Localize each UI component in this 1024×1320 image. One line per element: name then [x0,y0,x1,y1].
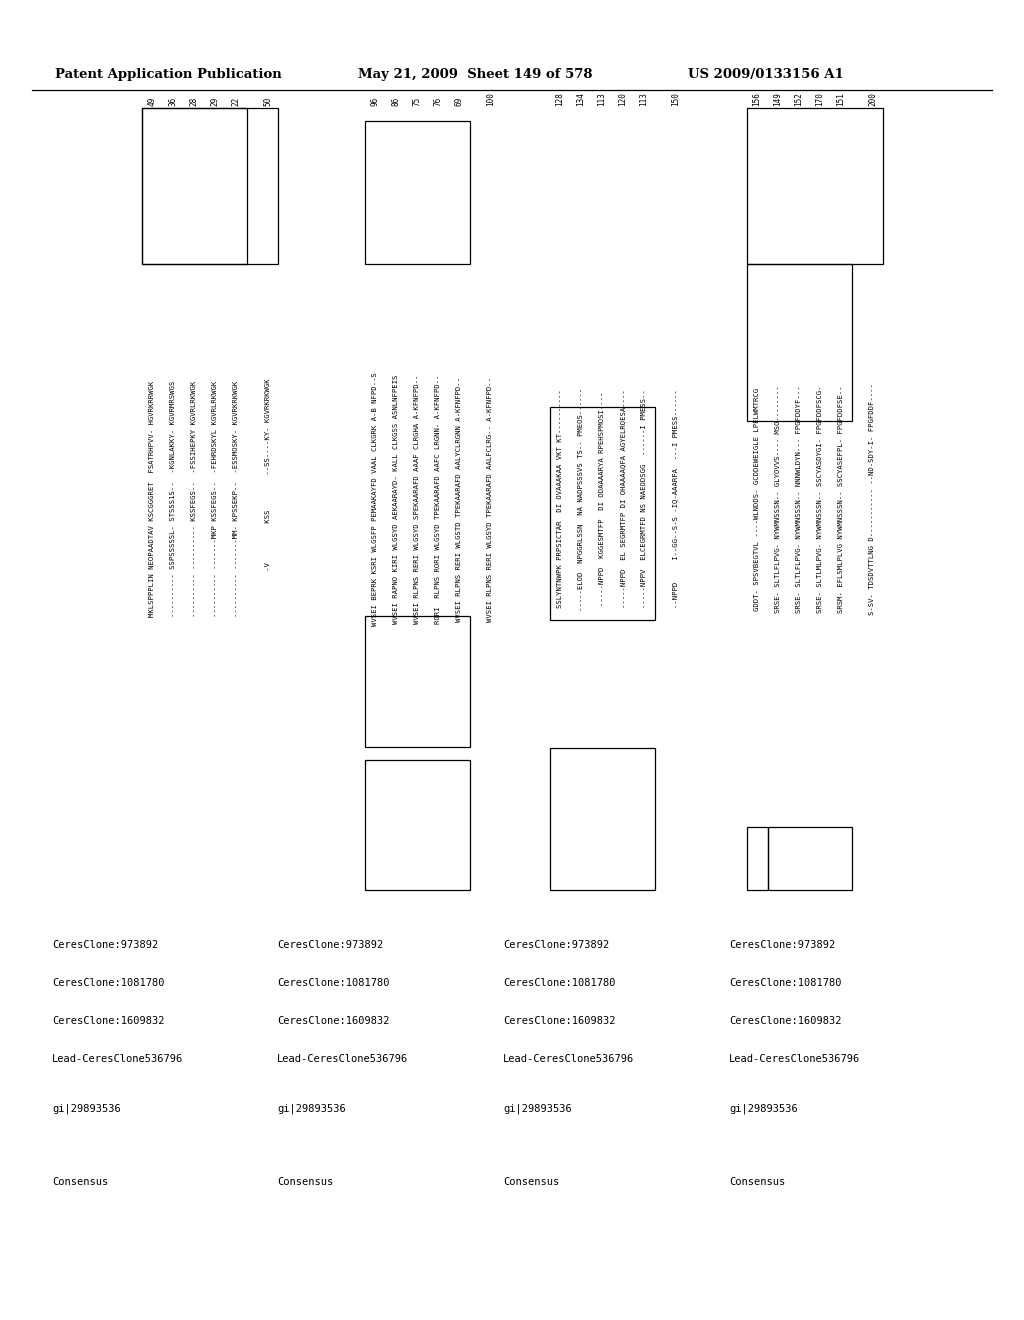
Text: S-SV- TDSDVTTLNG D----------- --ND-SDY-I- FPGFDDF----: S-SV- TDSDVTTLNG D----------- --ND-SDY-I… [869,383,876,615]
Bar [550,407,654,620]
Text: 50: 50 [263,96,272,106]
Text: 76: 76 [433,96,442,106]
Text: Consensus: Consensus [729,1177,785,1187]
Text: 113: 113 [597,92,606,106]
Text: SRSM- EFLSMLPLVG NYWMNSSSN-- SSCYASEFPL- FPGFDDFSE--: SRSM- EFLSMLPLVG NYWMNSSSN-- SSCYASEFPL-… [838,385,844,612]
Text: Patent Application Publication: Patent Application Publication [55,69,282,81]
Bar [746,108,883,264]
Text: WVSEI BEPRK KSRI WLGSFP PEMAAKAYFD VAAL CLKGRK A-B NFPD--S: WVSEI BEPRK KSRI WLGSFP PEMAAKAYFD VAAL … [372,372,378,626]
Text: 100: 100 [486,92,495,106]
Text: 36: 36 [169,96,177,106]
Text: SRSE- SLTLFLPVG- NYWMNSSSN-- NNNWLDYN--- FPGFDDYF---: SRSE- SLTLFLPVG- NYWMNSSSN-- NNNWLDYN---… [796,385,802,612]
Text: 96: 96 [371,96,380,106]
Text: RORI  RLPNS RORI WLGSYD TPEKAARAFD AAFC LRGNN- A-KFNFPD--: RORI RLPNS RORI WLGSYD TPEKAARAFD AAFC L… [435,375,441,623]
Text: 49: 49 [147,96,157,106]
Text: US 2009/0133156 A1: US 2009/0133156 A1 [688,69,844,81]
Text: 152: 152 [795,92,804,106]
Text: CeresClone:973892: CeresClone:973892 [503,940,609,950]
Text: CeresClone:1609832: CeresClone:1609832 [278,1016,389,1026]
Text: MKLSPPPLIN NEOPAADTAV KSCGGGRET  FSATRHPVV- HGVRKRRWGK: MKLSPPPLIN NEOPAADTAV KSCGGGRET FSATRHPV… [150,381,155,618]
Text: gi|29893536: gi|29893536 [503,1104,571,1114]
Bar [365,616,469,747]
Text: gi|29893536: gi|29893536 [729,1104,798,1114]
Text: 28: 28 [189,96,199,106]
Text: gi|29893536: gi|29893536 [278,1104,346,1114]
Text: SRSE- SLTLFLPVG- NYWMNSSSN-- GLYOVVS---- MSO--------: SRSE- SLTLFLPVG- NYWMNSSSN-- GLYOVVS----… [775,385,781,612]
Text: -----ELOD  NPGGRLSSN  NA NADPSSSVS TS-- PMEOS------: -----ELOD NPGGRLSSN NA NADPSSSVS TS-- PM… [578,388,584,611]
Text: CeresClone:973892: CeresClone:973892 [52,940,159,950]
Text: 200: 200 [868,92,877,106]
Text: CeresClone:1081780: CeresClone:1081780 [278,978,389,987]
Text: -----NPPD  EL SEGRMTFP DI OHAAAAQFA AGYELROESA----: -----NPPD EL SEGRMTFP DI OHAAAAQFA AGYEL… [620,389,626,609]
Text: 86: 86 [391,96,400,106]
Text: GDDT- SPSVBEGTVL ----WLNDDS- GCDDEWEIGLE LPELWMTRCG: GDDT- SPSVBEGTVL ----WLNDDS- GCDDEWEIGLE… [754,388,760,611]
Text: May 21, 2009  Sheet 149 of 578: May 21, 2009 Sheet 149 of 578 [358,69,593,81]
Text: Consensus: Consensus [52,1177,109,1187]
Text: --NPPD     I--GG--S-S -IQ-AAARFA  ---I PMESS------: --NPPD I--GG--S-S -IQ-AAARFA ---I PMESS-… [673,389,679,609]
Text: 149: 149 [773,92,782,106]
Text: SRSE- SLTLMLPVG- NYWMNSSSN-- SSCYASDYGI- FPGFDDFSCG-: SRSE- SLTLMLPVG- NYWMNSSSN-- SSCYASDYGI-… [817,385,823,612]
Text: CeresClone:1609832: CeresClone:1609832 [503,1016,615,1026]
Text: ---------- -------MKP KSSFEGS--  -FEHRDSKYL KGVRLRKWGK: ---------- -------MKP KSSFEGS-- -FEHRDSK… [212,381,218,618]
Bar [768,828,852,890]
Text: Lead-CeresClone536796: Lead-CeresClone536796 [278,1053,409,1064]
Text: 170: 170 [815,92,824,106]
Text: 22: 22 [231,96,241,106]
Text: WVSEI RLPNS RERI WLGSYD TPEKAARAFD AALFCLRG-- A-KFNFPD--: WVSEI RLPNS RERI WLGSYD TPEKAARAFD AALFC… [487,376,494,622]
Bar [550,748,654,890]
Text: -V         KSS        --SS----KY- KGVRKRKWGK: -V KSS --SS----KY- KGVRKRKWGK [264,379,270,619]
Text: ---------- SSPSSSSSL- STSSS1S--  -KGNLAKKY- KGVRMRSWGS: ---------- SSPSSSSSL- STSSS1S-- -KGNLAKK… [170,381,176,618]
Bar [141,108,278,264]
Text: ---------- ---------- KSSFEGS--  -FSSIHEPKY KGVRLRKWGK: ---------- ---------- KSSFEGS-- -FSSIHEP… [191,381,197,618]
Text: Lead-CeresClone536796: Lead-CeresClone536796 [729,1053,860,1064]
Bar [746,264,852,421]
Bar [365,121,469,264]
Text: 29: 29 [211,96,219,106]
Text: WVSEI RAPNO KIRI WLGSYD AEKAARAYD- KALL CLKGSS ASNLNFPEIS: WVSEI RAPNO KIRI WLGSYD AEKAARAYD- KALL … [393,375,399,623]
Text: -----NPPV  ELCEGRMTFD NS NAEODSGG  ------I PMESS--: -----NPPV ELCEGRMTFD NS NAEODSGG ------I… [641,389,647,609]
Text: Consensus: Consensus [503,1177,559,1187]
Text: 120: 120 [618,92,628,106]
Text: CeresClone:1609832: CeresClone:1609832 [52,1016,165,1026]
Text: gi|29893536: gi|29893536 [52,1104,121,1114]
Text: 134: 134 [577,92,586,106]
Text: CeresClone:1081780: CeresClone:1081780 [52,978,165,987]
Text: 113: 113 [640,92,648,106]
Bar [365,760,469,890]
Text: CeresClone:973892: CeresClone:973892 [729,940,836,950]
Text: Lead-CeresClone536796: Lead-CeresClone536796 [52,1053,183,1064]
Text: Lead-CeresClone536796: Lead-CeresClone536796 [503,1053,634,1064]
Text: SSLYNTNWPK PRPSICTAR  DI OVAAAKAA VKT KT----------: SSLYNTNWPK PRPSICTAR DI OVAAAKAA VKT KT-… [557,389,563,609]
Text: 156: 156 [753,92,762,106]
Text: -----NPPD  KGGESMTFP  DI ODAAAARYA RPEHSPMOSI----: -----NPPD KGGESMTFP DI ODAAAARYA RPEHSPM… [599,392,605,606]
Text: CeresClone:973892: CeresClone:973892 [278,940,383,950]
Text: CeresClone:1081780: CeresClone:1081780 [729,978,842,987]
Text: 69: 69 [455,96,464,106]
Text: CeresClone:1081780: CeresClone:1081780 [503,978,615,987]
Text: 128: 128 [555,92,564,106]
Text: CeresClone:1609832: CeresClone:1609832 [729,1016,842,1026]
Bar [746,828,768,890]
Text: 151: 151 [837,92,846,106]
Text: 150: 150 [671,92,680,106]
Bar [141,108,247,264]
Text: WVSEI RLPNS RERI WLGSYD SPEKAARAFD AAAF CLRGHA A-KFNFPD--: WVSEI RLPNS RERI WLGSYD SPEKAARAFD AAAF … [414,375,420,623]
Text: 75: 75 [413,96,422,106]
Text: WVSEI RLPNS RERI WLGSTD TPEKAARAFD AALYCLRGNN A-KFNFPD--: WVSEI RLPNS RERI WLGSTD TPEKAARAFD AALYC… [456,376,462,622]
Text: ---------- -------MM- KPSSEKP--  -ESSMOSKY- KGVRKRKWGK: ---------- -------MM- KPSSEKP-- -ESSMOSK… [233,381,239,618]
Text: Consensus: Consensus [278,1177,333,1187]
